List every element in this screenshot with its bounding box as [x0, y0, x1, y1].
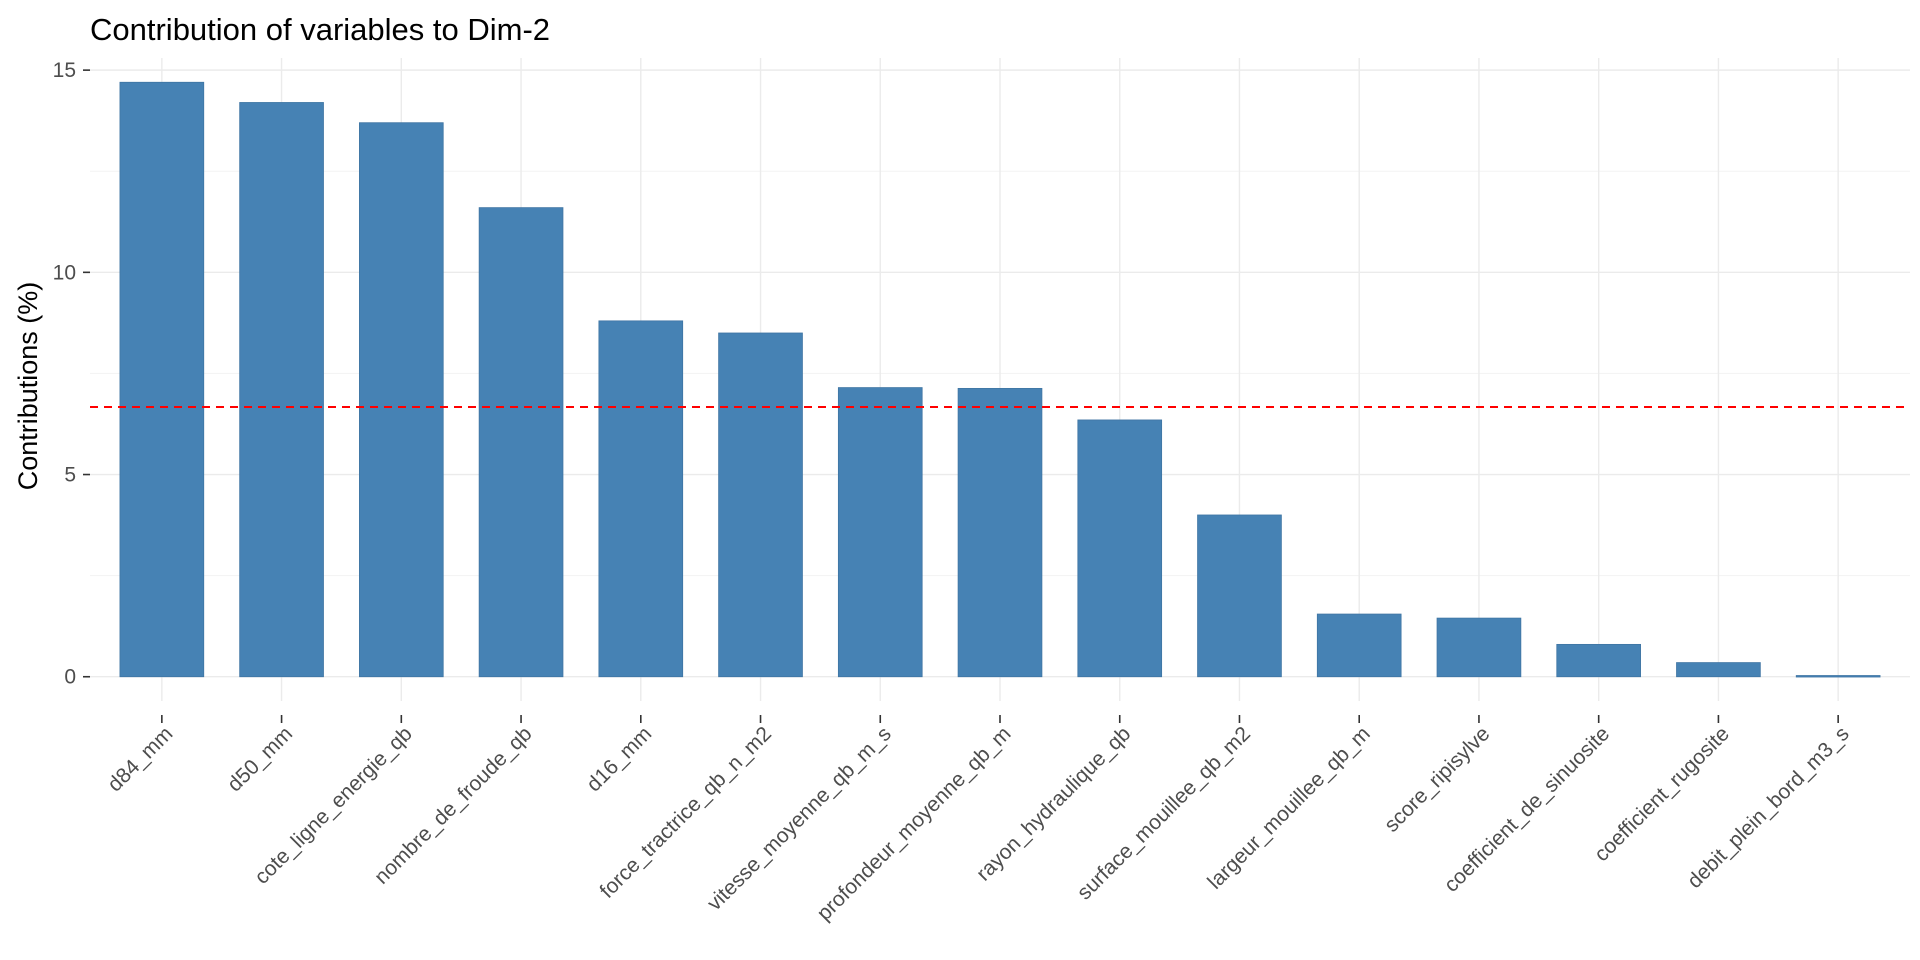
- bar-d16-mm: [598, 320, 684, 678]
- bar-vitesse-moyenne-qb-m-s: [837, 387, 923, 678]
- bar-coefficient-de-sinuosite: [1556, 643, 1641, 678]
- x-axis-ticks: d84_mm d50_mmcote_ligne_energie_qbnombre_…: [103, 715, 1854, 925]
- y-axis-label: Contributions (%): [13, 282, 43, 491]
- bar-nombre-de-froude-qb: [478, 207, 564, 678]
- chart-title: Contribution of variables to Dim-2: [90, 12, 550, 47]
- bar-d84-mm: [119, 81, 205, 678]
- bar-coefficient-rugosite: [1676, 662, 1761, 678]
- bar-profondeur-moyenne-qb-m: [957, 387, 1043, 678]
- y-tick-label: 10: [53, 261, 76, 284]
- bar-cote-ligne-energie-qb: [359, 122, 444, 678]
- x-tick-label: score_ripisylve: [1380, 722, 1494, 836]
- y-tick-label: 5: [64, 464, 76, 487]
- x-tick-label: d50_mm: [223, 722, 297, 796]
- x-tick-label: d84_mm: [103, 722, 177, 796]
- bar-surface-mouillee-qb-m2: [1197, 514, 1282, 678]
- x-tick-label: coefficient_rugosite: [1590, 722, 1734, 866]
- bar-debit-plein-bord-m3-s: [1795, 675, 1881, 678]
- bar-score-ripisylve: [1436, 617, 1522, 678]
- x-tick-label: profondeur_moyenne_qb_m: [813, 722, 1016, 925]
- bar-rayon-hydraulique-qb: [1077, 419, 1163, 678]
- y-axis-ticks: 0 5 10 15: [53, 59, 90, 689]
- bar-force-tractrice-qb-n-m2: [718, 332, 803, 678]
- bar-largeur-mouillee-qb-m: [1316, 613, 1402, 678]
- x-tick-label: d16_mm: [582, 722, 656, 796]
- y-tick-label: 0: [64, 666, 76, 689]
- bars: [119, 81, 1881, 678]
- y-tick-label: 15: [53, 59, 76, 82]
- bar-d50-mm: [239, 102, 324, 678]
